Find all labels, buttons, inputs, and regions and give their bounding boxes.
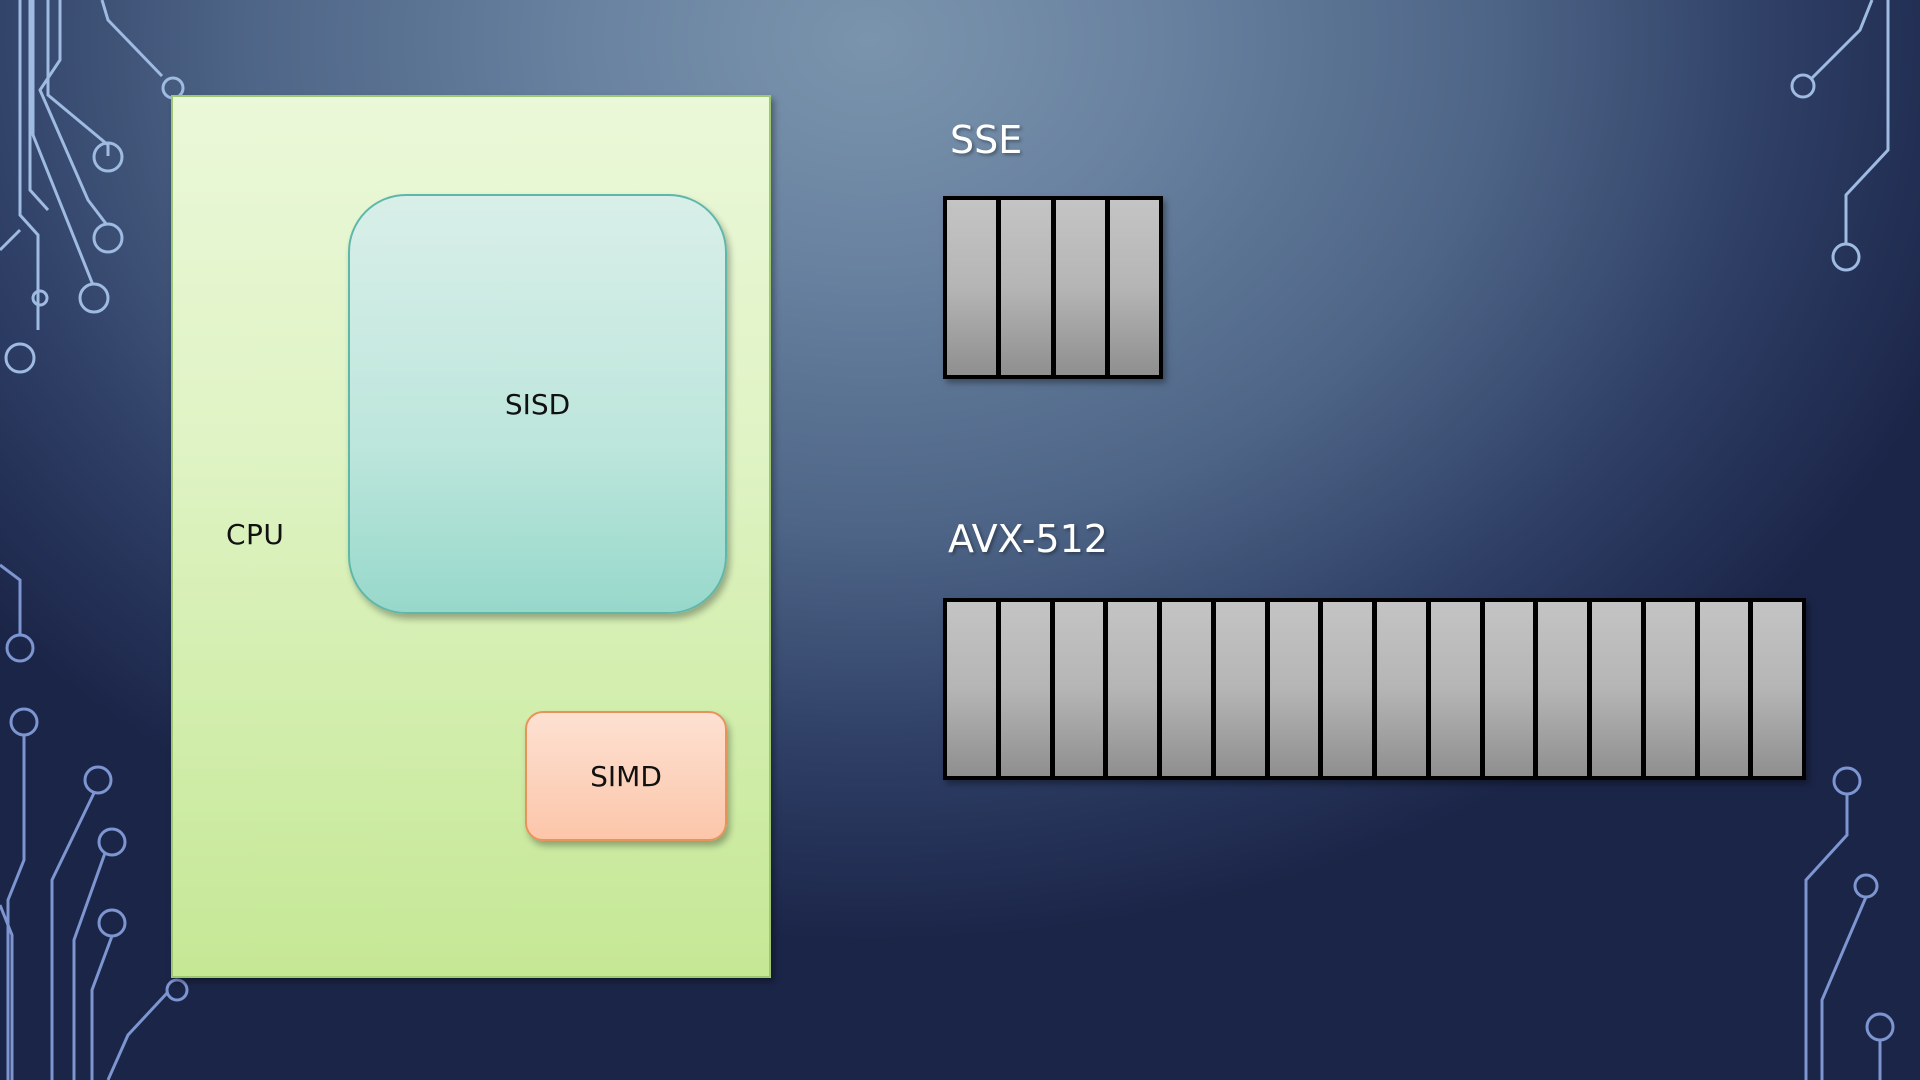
circuit-traces-top-left: [0, 0, 185, 374]
circuit-traces-bottom-left: [0, 563, 189, 1080]
sse-register: [943, 196, 1163, 379]
simd-label: SIMD: [590, 759, 662, 793]
sse-title: SSE: [950, 118, 1023, 162]
cpu-label: CPU: [226, 518, 285, 551]
avx512-lane: [1215, 602, 1265, 776]
circuit-traces-bottom-right: [1804, 766, 1895, 1080]
avx512-lane: [1377, 602, 1426, 776]
avx512-lane: [1054, 602, 1104, 776]
avx512-lane: [1323, 602, 1372, 776]
sse-lane: [1001, 200, 1051, 375]
sisd-box: SISD: [348, 194, 727, 614]
avx512-register: [943, 598, 1806, 780]
sse-lane: [1109, 200, 1159, 375]
avx512-lane: [1753, 602, 1802, 776]
avx512-lane: [1430, 602, 1480, 776]
avx512-lane: [1000, 602, 1050, 776]
avx512-lane: [1484, 602, 1534, 776]
avx512-lane: [1645, 602, 1695, 776]
sisd-label: SISD: [504, 387, 571, 421]
avx512-lane: [1538, 602, 1587, 776]
avx512-lane: [1592, 602, 1641, 776]
avx512-lane: [1162, 602, 1211, 776]
avx512-lane: [1269, 602, 1319, 776]
simd-box: SIMD: [525, 711, 727, 841]
avx512-title: AVX-512: [948, 517, 1108, 561]
sse-lane: [1055, 200, 1105, 375]
circuit-traces-top-right: [1790, 0, 1890, 272]
avx512-lane: [1108, 602, 1157, 776]
avx512-lane: [947, 602, 996, 776]
sse-lane: [947, 200, 997, 375]
avx512-lane: [1699, 602, 1749, 776]
